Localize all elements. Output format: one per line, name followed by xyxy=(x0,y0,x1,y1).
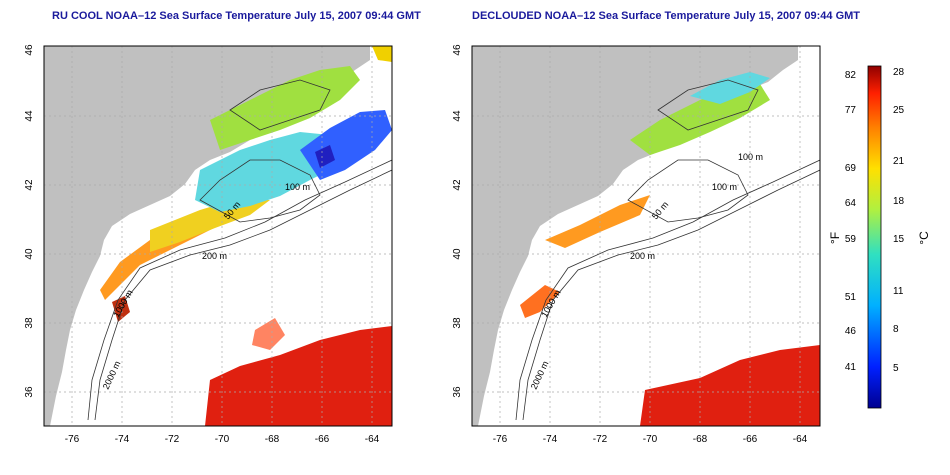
land-mass xyxy=(472,46,798,426)
left-map-title: RU COOL NOAA–12 Sea Surface Temperature … xyxy=(52,10,421,22)
x-tick-label: -68 xyxy=(693,434,708,445)
celsius-tick: 8 xyxy=(893,324,899,335)
y-tick-label: 46 xyxy=(24,44,35,56)
fahrenheit-tick: 64 xyxy=(845,198,857,209)
x-tick-label: -66 xyxy=(743,434,758,445)
celsius-tick: 28 xyxy=(893,67,905,78)
x-tick-label: -76 xyxy=(65,434,80,445)
y-tick-label: 36 xyxy=(24,386,35,398)
fahrenheit-tick: 46 xyxy=(845,326,857,337)
celsius-tick: 18 xyxy=(893,196,905,207)
contour-label-200m: 200 m xyxy=(630,251,655,261)
right-map: 100 m 100 m 50 m 200 m 1000 m 2000 m xyxy=(471,45,821,427)
y-tick-label: 44 xyxy=(24,110,35,122)
y-tick-label: 42 xyxy=(24,179,35,191)
y-tick-label: 36 xyxy=(452,386,463,398)
x-tick-label: -72 xyxy=(165,434,180,445)
bathymetry-contours xyxy=(87,79,392,421)
celsius-tick: 21 xyxy=(893,156,905,167)
celsius-tick: 15 xyxy=(893,234,905,245)
left-x-axis: -76 -74 -72 -70 -68 -66 -64 xyxy=(65,434,380,445)
fahrenheit-tick: 59 xyxy=(845,234,857,245)
celsius-tick: 25 xyxy=(893,105,905,116)
y-tick-label: 40 xyxy=(24,248,35,260)
x-tick-label: -68 xyxy=(265,434,280,445)
warm-water-region xyxy=(640,345,820,426)
fahrenheit-tick: 82 xyxy=(845,70,857,81)
right-x-axis: -76 -74 -72 -70 -68 -66 -64 xyxy=(493,434,808,445)
left-y-axis: 46 44 42 40 38 36 xyxy=(24,44,35,398)
bathymetry-contours xyxy=(515,79,820,421)
x-tick-label: -72 xyxy=(593,434,608,445)
x-tick-label: -70 xyxy=(215,434,230,445)
land-mass xyxy=(44,46,370,426)
left-map: 100 m 50 m 200 m 1000 m 2000 m xyxy=(43,45,393,427)
y-tick-label: 42 xyxy=(452,179,463,191)
contour-label-200m: 200 m xyxy=(202,251,227,261)
y-tick-label: 46 xyxy=(452,44,463,56)
right-y-axis: 46 44 42 40 38 36 xyxy=(452,44,463,398)
x-tick-label: -64 xyxy=(365,434,380,445)
warm-water-region xyxy=(205,326,392,426)
fahrenheit-tick: 41 xyxy=(845,362,857,373)
x-tick-label: -66 xyxy=(315,434,330,445)
y-tick-label: 44 xyxy=(452,110,463,122)
contour-label-100m: 100 m xyxy=(712,182,737,192)
x-tick-label: -70 xyxy=(643,434,658,445)
celsius-tick: 11 xyxy=(893,286,904,297)
y-tick-label: 38 xyxy=(452,317,463,329)
x-tick-label: -74 xyxy=(115,434,130,445)
x-tick-label: -64 xyxy=(793,434,808,445)
temperature-colorbar: 82 77 69 64 59 51 46 41 28 25 21 18 15 1… xyxy=(828,65,931,409)
x-tick-label: -76 xyxy=(493,434,508,445)
fahrenheit-tick: 77 xyxy=(845,105,857,116)
contour-label-100m: 100 m xyxy=(285,182,310,192)
x-tick-label: -74 xyxy=(543,434,558,445)
y-tick-label: 40 xyxy=(452,248,463,260)
contour-label-100m: 100 m xyxy=(738,152,763,162)
y-tick-label: 38 xyxy=(24,317,35,329)
fahrenheit-tick: 69 xyxy=(845,163,857,174)
fahrenheit-tick: 51 xyxy=(845,292,857,303)
right-map-title: DECLOUDED NOAA–12 Sea Surface Temperatur… xyxy=(472,10,861,22)
fahrenheit-unit-label: °F xyxy=(828,232,842,244)
celsius-tick: 5 xyxy=(893,363,899,374)
celsius-unit-label: °C xyxy=(917,231,931,245)
